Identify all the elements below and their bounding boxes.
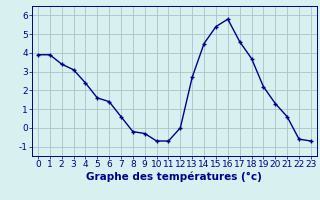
X-axis label: Graphe des températures (°c): Graphe des températures (°c) xyxy=(86,172,262,182)
